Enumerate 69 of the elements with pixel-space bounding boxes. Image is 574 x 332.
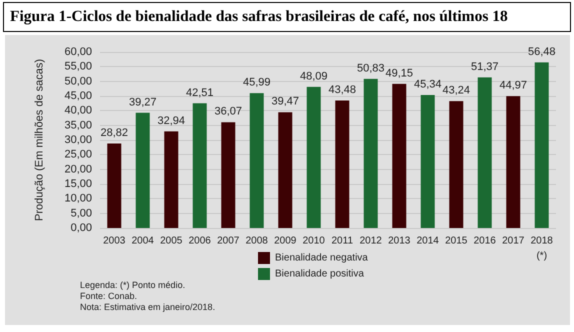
x-tick-label: 2016 (474, 236, 496, 246)
x-tick-label: 2006 (188, 236, 212, 246)
bar (392, 84, 406, 228)
y-tick-label: 55,00 (64, 60, 92, 73)
source-note: Fonte: Conab. (80, 291, 138, 302)
legend-label: Bienalidade negativa (275, 252, 368, 264)
y-tick-label: 0,00 (70, 222, 92, 234)
legend-label: Bienalidade positiva (275, 268, 364, 280)
bar (278, 112, 292, 228)
y-tick-label: 5,00 (70, 207, 92, 220)
y-axis-title: Produção (Em milhões de sacas) (34, 58, 46, 222)
y-tick-label: 25,00 (64, 148, 92, 161)
y-tick-label: 40,00 (64, 104, 92, 117)
y-tick-label: 45,00 (64, 90, 92, 102)
y-tick-label: 60,00 (64, 46, 92, 58)
data-label: 39,27 (128, 96, 157, 108)
x-tick-label: 2009 (274, 236, 297, 246)
x-tick-label: 2013 (388, 236, 411, 246)
text: (*) (536, 250, 548, 262)
data-label: 50,83 (356, 62, 385, 74)
data-label: 48,09 (300, 70, 328, 82)
data-label: 32,94 (157, 114, 186, 127)
x-tick-label: 2012 (360, 236, 382, 246)
x-tick-label: 2005 (160, 236, 183, 246)
x-tick-label: 2003 (103, 236, 126, 246)
y-tick-label: 35,00 (64, 119, 92, 132)
y-tick-label: 50,00 (64, 75, 92, 88)
bar (534, 62, 549, 228)
data-label: 42,51 (186, 86, 214, 99)
data-label: 56,48 (528, 46, 556, 58)
bar (107, 143, 122, 228)
x-tick-label: 2015 (445, 236, 468, 246)
data-label: 51,37 (470, 60, 499, 73)
bar (136, 112, 150, 228)
bar (364, 78, 378, 228)
chart-title: Figura 1-Ciclos de bienalidade das safras brasileiras de café, nos últimos 18 (3, 2, 571, 32)
bar (306, 86, 321, 228)
bar (335, 100, 350, 228)
bar (250, 93, 264, 228)
bar (449, 101, 464, 228)
text: Legenda: (*) Ponto médio. (80, 280, 186, 291)
y-tick-label: 20,00 (64, 163, 92, 176)
bar (478, 77, 492, 228)
data-label: 43,24 (442, 84, 470, 97)
y-tick-label: 10,00 (64, 192, 92, 205)
x-tick-label: 2010 (302, 236, 326, 246)
bar (192, 103, 207, 228)
bar (164, 131, 178, 228)
data-label: 28,82 (100, 126, 128, 139)
y-tick-label: 15,00 (64, 178, 92, 190)
data-label: 45,99 (242, 76, 271, 89)
x-tick-label: 2004 (132, 236, 154, 246)
y-tick-label: 30,00 (64, 134, 92, 146)
x-tick-label: 2018 (530, 236, 554, 246)
bar (420, 95, 435, 228)
bar (221, 122, 236, 228)
data-label: 49,15 (385, 67, 414, 80)
data-label: 36,07 (214, 106, 242, 118)
text: Nota: Estimativa em janeiro/2018. (80, 302, 216, 313)
x-tick-label: 2017 (502, 236, 525, 246)
x-tick-label: 2008 (246, 236, 268, 246)
bar (506, 96, 520, 228)
x-tick-label: 2014 (416, 236, 440, 246)
data-label: 43,48 (328, 84, 356, 96)
data-label: 45,34 (414, 78, 442, 91)
data-label: 44,97 (499, 80, 528, 92)
data-label: 39,47 (271, 96, 300, 108)
x-tick-label: 2007 (217, 236, 240, 246)
x-tick-label: 2011 (331, 236, 354, 246)
